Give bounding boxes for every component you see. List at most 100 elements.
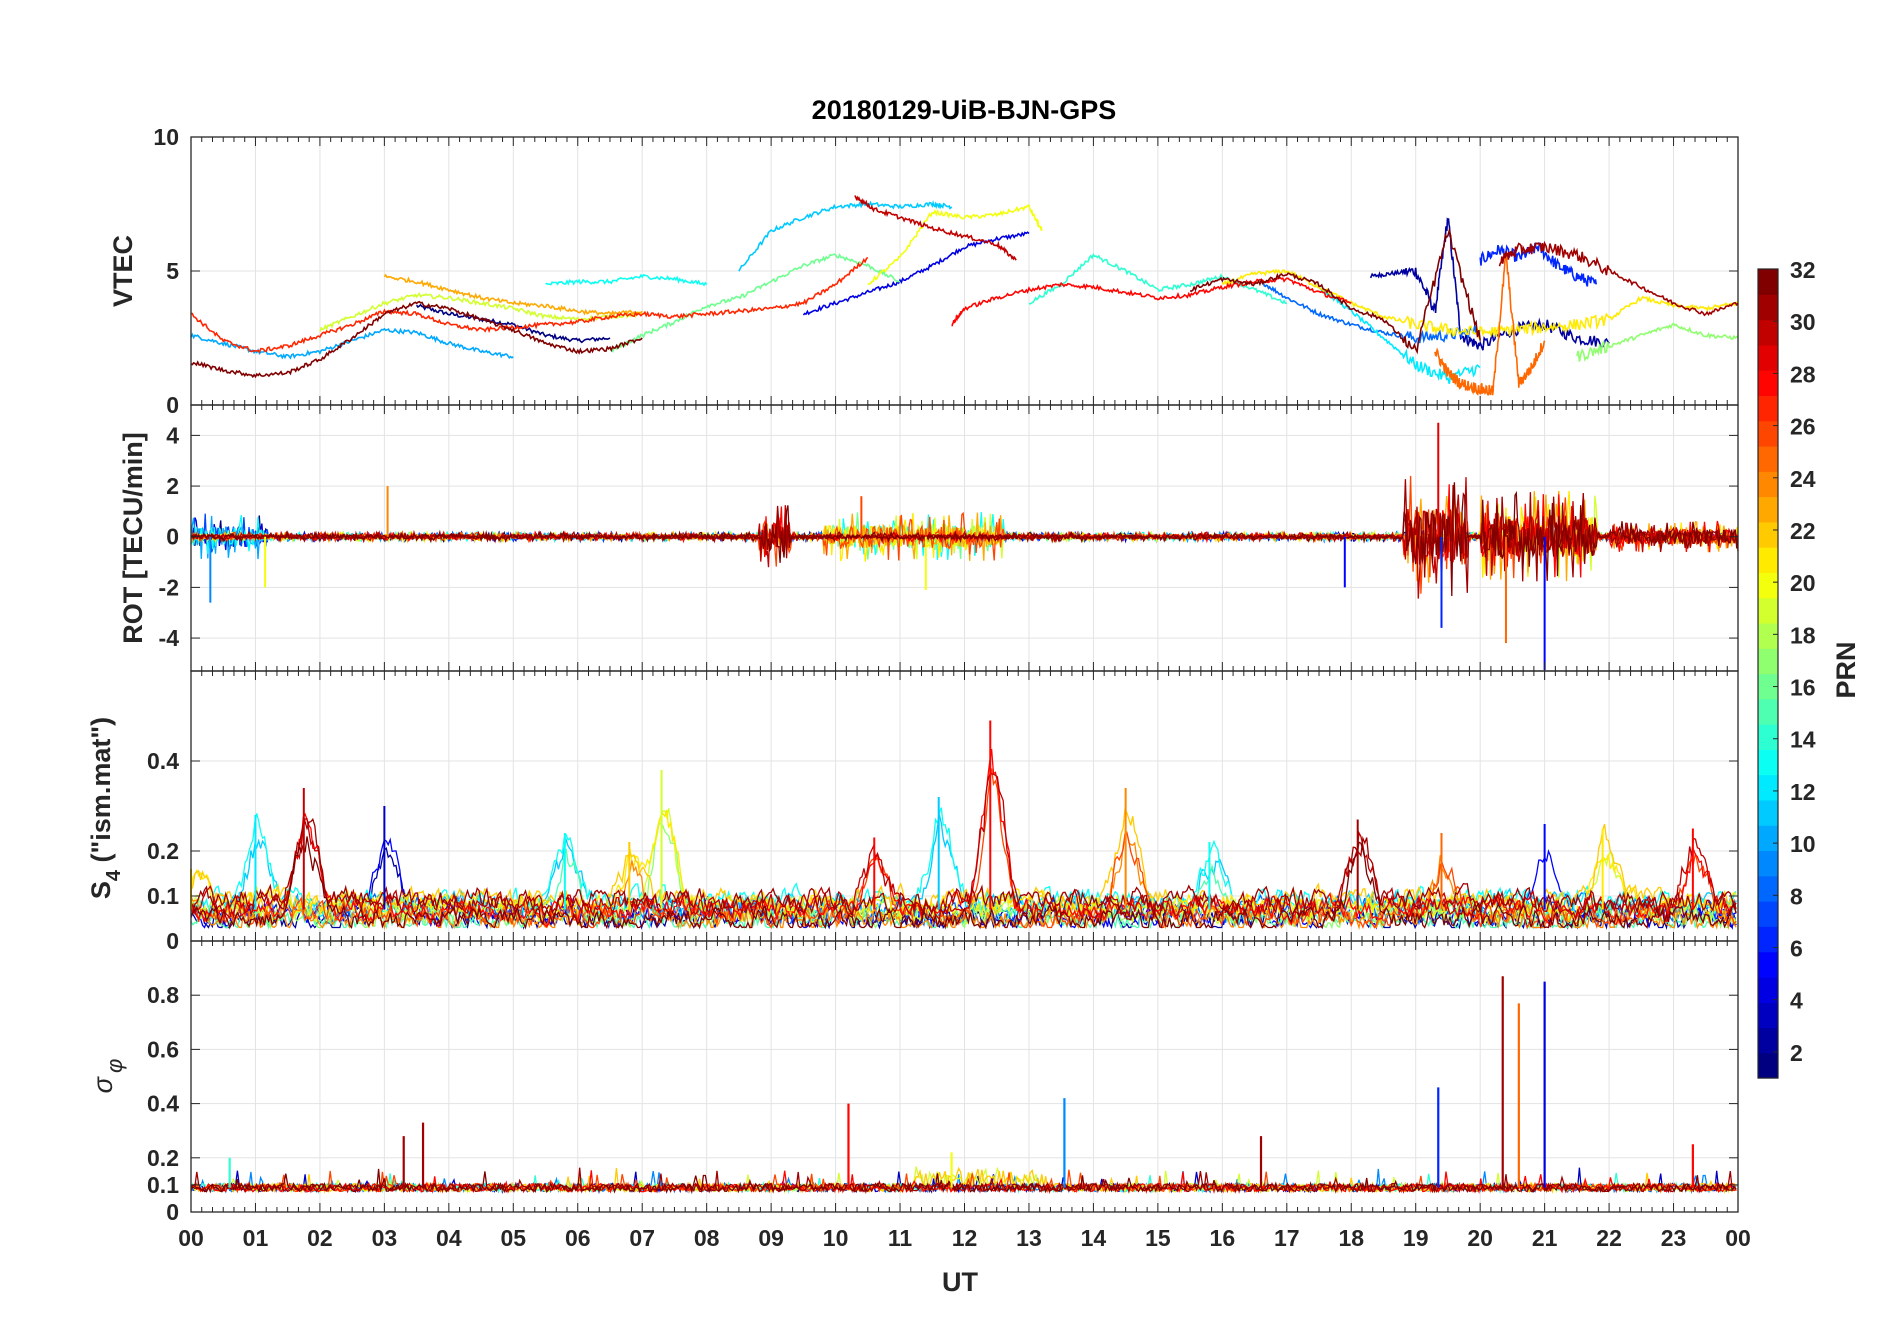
y-axis-label-phi: φ [102, 1059, 127, 1073]
colorbar-tick-label: 28 [1790, 361, 1816, 387]
y-axis-label-s4-sub: 4 [103, 869, 125, 881]
rot-series-prn-32 [190, 482, 1739, 597]
colorbar-tick-label: 16 [1790, 675, 1816, 701]
sigma-phi-series-prn-32 [190, 1168, 1737, 1195]
x-tick-label: 18 [1338, 1225, 1364, 1251]
vtec-series-prn-19 [319, 292, 643, 332]
colorbar-tick-label: 22 [1790, 518, 1816, 544]
colorbar-segment [1758, 597, 1778, 624]
x-tick-label: 01 [243, 1225, 269, 1251]
vtec-series-prn-16 [609, 252, 901, 353]
vtec-series-prn-28 [951, 276, 1352, 327]
colorbar-segment [1758, 344, 1778, 371]
x-tick-label: 06 [565, 1225, 591, 1251]
colorbar-segment [1758, 926, 1778, 953]
colorbar-segment [1758, 471, 1778, 498]
x-axis-label: UT [942, 1267, 978, 1297]
colorbar-tick-label: 4 [1790, 988, 1803, 1014]
colorbar-tick-label: 26 [1790, 414, 1816, 440]
vtec-series-prn-31 [1498, 240, 1739, 317]
x-tick-label: 21 [1532, 1225, 1558, 1251]
colorbar-tick-label: 30 [1790, 309, 1816, 335]
y-axis-label-s4: S4 ("ism.mat") [86, 717, 125, 899]
rot-series-group [190, 422, 1739, 670]
vtec-series-prn-30 [854, 195, 1017, 261]
x-tick-label: 15 [1145, 1225, 1171, 1251]
vtec-series-prn-23 [383, 273, 643, 317]
x-tick-label: 10 [823, 1225, 849, 1251]
vtec-series-prn-8 [1260, 280, 1481, 344]
colorbar-segment [1758, 496, 1778, 523]
vtec-series-group [190, 195, 1739, 396]
y-axis-label-sigma-phi: σφ [88, 1059, 127, 1094]
colorbar-label: PRN [1831, 641, 1861, 698]
vtec-series-prn-14 [1028, 252, 1287, 305]
vtec-series-prn-12 [1318, 286, 1481, 385]
colorbar-segment [1758, 951, 1778, 978]
colorbar-segment [1758, 521, 1778, 548]
y-tick-label: 0.8 [147, 982, 179, 1008]
y-tick-label: 0.4 [147, 748, 179, 774]
y-axis-label-rot: ROT [TECU/min] [118, 432, 148, 643]
x-tick-label: 20 [1467, 1225, 1493, 1251]
colorbar-tick-label: 24 [1790, 466, 1816, 492]
colorbar-tick-label: 12 [1790, 779, 1816, 805]
colorbar-segment [1758, 1002, 1778, 1029]
colorbar-segment [1758, 799, 1778, 826]
colorbar-tick-label: 8 [1790, 883, 1803, 909]
y-tick-label: -2 [159, 574, 179, 600]
vtec-series-prn-6 [1479, 242, 1597, 287]
s4-series-group [190, 720, 1737, 931]
panel-VTEC-axes [190, 136, 1739, 406]
x-tick-label: 09 [758, 1225, 784, 1251]
colorbar-segment [1758, 547, 1778, 573]
s4-series-prn-32 [190, 836, 1737, 930]
x-tick-label: 13 [1016, 1225, 1042, 1251]
y-tick-label: 5 [166, 258, 179, 284]
x-tick-label: 22 [1596, 1225, 1622, 1251]
colorbar-segment [1758, 648, 1778, 675]
x-tick-label: 14 [1081, 1225, 1107, 1251]
vtec-series-prn-32 [190, 300, 643, 379]
y-axis-label-vtec: VTEC [108, 235, 138, 307]
colorbar-segment [1758, 774, 1778, 801]
x-tick-label: 17 [1274, 1225, 1300, 1251]
vtec-series-prn-32 [1190, 227, 1481, 355]
y-tick-label: 0 [166, 928, 179, 954]
y-tick-label: 0.4 [147, 1091, 179, 1117]
y-axis-label-s4-main: S [86, 881, 116, 899]
colorbar-segment [1758, 572, 1778, 599]
y-axis-label-s4-rest: ("ism.mat") [86, 717, 116, 870]
vtec-series-prn-25 [1434, 256, 1546, 396]
colorbar-tick-label: 14 [1790, 727, 1816, 753]
colorbar-segment [1758, 901, 1778, 927]
vtec-series-prn-4 [802, 231, 1030, 316]
y-tick-label: 0.1 [147, 1172, 179, 1198]
colorbar-tick-label: 18 [1790, 622, 1816, 648]
y-tick-label: 4 [166, 422, 179, 448]
x-tick-label: 05 [500, 1225, 526, 1251]
x-tick-label: 16 [1210, 1225, 1236, 1251]
vtec-series-prn-27 [191, 256, 869, 354]
colorbar-segment [1758, 622, 1778, 649]
x-tick-label: 19 [1403, 1225, 1429, 1251]
y-tick-label: 0 [166, 392, 179, 418]
colorbar-tick-label: 2 [1790, 1040, 1803, 1066]
x-tick-label: 00 [178, 1225, 204, 1251]
colorbar-segment [1758, 420, 1778, 447]
colorbar-segment [1758, 749, 1778, 776]
colorbar-tick-label: 10 [1790, 831, 1816, 857]
vtec-series-prn-10 [190, 327, 514, 360]
panel-sigma_phi-axes [190, 941, 1739, 1213]
x-tick-label: 02 [307, 1225, 333, 1251]
colorbar-segment [1758, 850, 1778, 877]
panel-sigma_phi-frame: 00.10.2 0.4 0.6 0.8 00 01 02 03 04 05 06 07 08 09 10 11… [147, 940, 1751, 1251]
y-tick-label: 0.2 [147, 838, 179, 864]
colorbar-segment [1758, 294, 1778, 321]
vtec-series-prn-20 [867, 204, 1043, 286]
y-tick-label: 10 [153, 124, 179, 150]
colorbar-segment [1758, 319, 1778, 346]
